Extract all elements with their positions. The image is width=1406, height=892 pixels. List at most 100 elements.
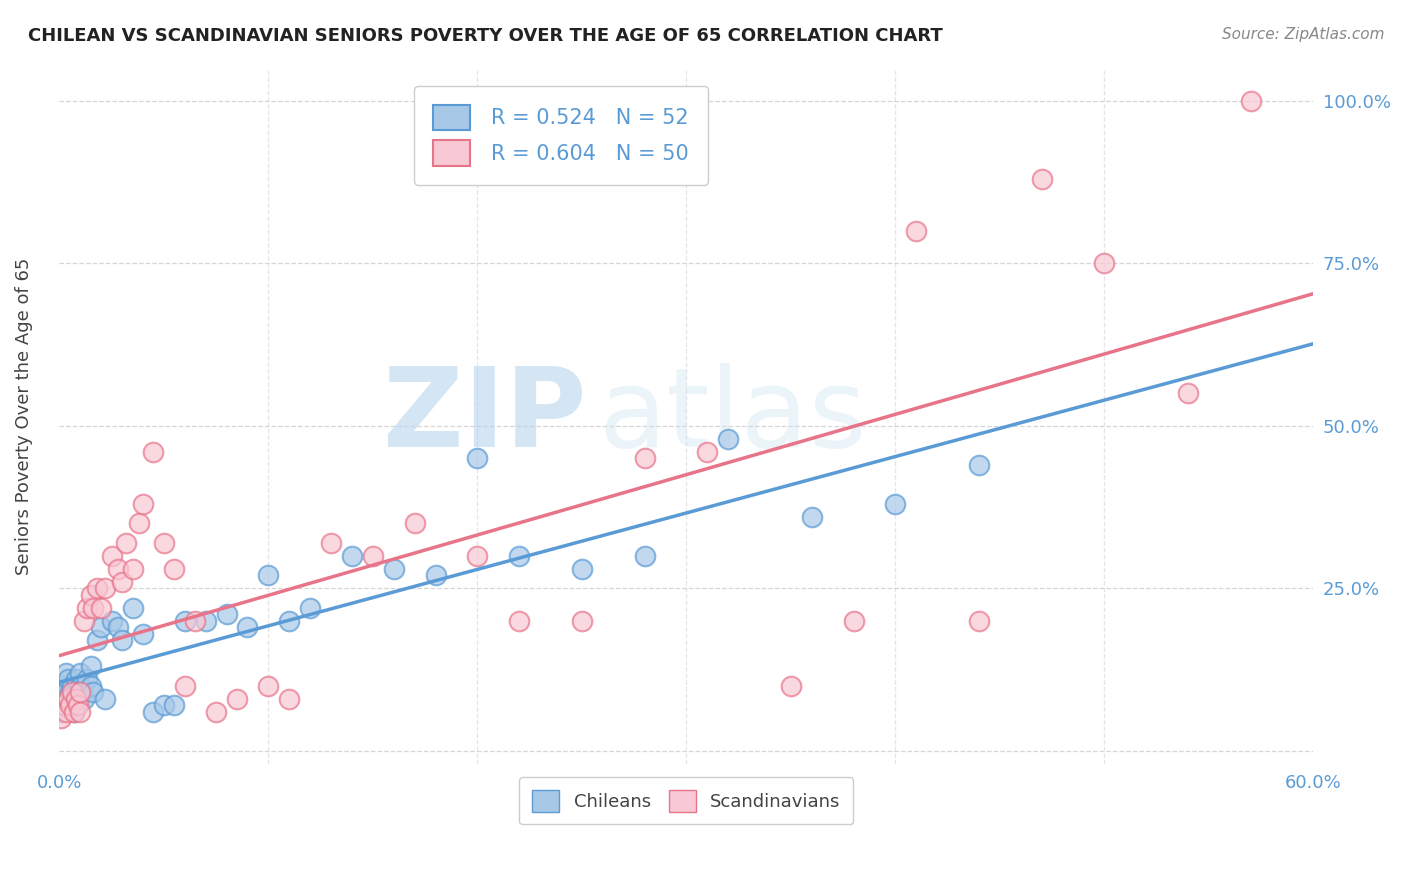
Point [1031,172,1053,186]
Point [1239,94,1261,108]
Point [67,698,90,713]
Point [63,705,86,719]
Point [153,698,176,713]
Point [163,698,186,713]
Point [69,679,91,693]
Point [67,691,90,706]
Point [56,673,79,687]
Point [257,679,280,693]
Point [111,633,134,648]
Point [184,614,207,628]
Point [94,691,117,706]
Point [65,685,87,699]
Point [86,633,108,648]
Point [319,536,342,550]
Point [121,600,143,615]
Point [56,691,79,706]
Point [467,549,489,563]
Point [111,574,134,589]
Point [571,614,593,628]
Point [132,627,155,641]
Point [73,614,96,628]
Point [508,614,530,628]
Point [278,691,301,706]
Point [90,620,112,634]
Point [361,549,384,563]
Point [56,691,79,706]
Legend: Chileans, Scandinavians: Chileans, Scandinavians [519,777,853,824]
Point [90,600,112,615]
Point [94,582,117,596]
Point [717,432,740,446]
Point [73,691,96,706]
Point [52,679,75,693]
Point [59,698,82,713]
Point [226,691,249,706]
Point [142,445,165,459]
Point [60,691,83,706]
Point [173,614,195,628]
Point [571,562,593,576]
Point [100,549,122,563]
Point [1092,256,1115,270]
Point [508,549,530,563]
Text: ZIP: ZIP [382,363,586,470]
Point [132,497,155,511]
Point [107,620,129,634]
Point [69,705,91,719]
Point [382,562,405,576]
Point [425,568,447,582]
Point [173,679,195,693]
Point [60,679,83,693]
Point [153,536,176,550]
Point [467,451,489,466]
Point [121,562,143,576]
Point [72,685,94,699]
Point [299,600,322,615]
Point [905,224,928,238]
Point [142,705,165,719]
Point [82,685,104,699]
Point [76,600,98,615]
Point [51,711,73,725]
Text: Source: ZipAtlas.com: Source: ZipAtlas.com [1222,27,1385,42]
Point [65,691,87,706]
Point [65,673,87,687]
Point [55,705,77,719]
Point [55,685,77,699]
Point [404,516,426,531]
Point [340,549,363,563]
Y-axis label: Seniors Poverty Over the Age of 65: Seniors Poverty Over the Age of 65 [15,258,32,574]
Point [59,698,82,713]
Point [967,458,990,472]
Point [69,665,91,680]
Point [100,614,122,628]
Point [633,451,655,466]
Point [779,679,801,693]
Point [60,685,83,699]
Point [107,562,129,576]
Point [59,685,82,699]
Point [52,698,75,713]
Point [236,620,259,634]
Point [800,509,823,524]
Point [278,614,301,628]
Point [842,614,865,628]
Point [80,659,103,673]
Point [63,705,86,719]
Text: CHILEAN VS SCANDINAVIAN SENIORS POVERTY OVER THE AGE OF 65 CORRELATION CHART: CHILEAN VS SCANDINAVIAN SENIORS POVERTY … [28,27,943,45]
Point [696,445,718,459]
Point [633,549,655,563]
Point [115,536,138,550]
Point [52,691,75,706]
Point [194,614,217,628]
Point [76,673,98,687]
Point [128,516,150,531]
Point [1177,386,1199,401]
Point [80,588,103,602]
Point [257,568,280,582]
Point [163,562,186,576]
Point [82,600,104,615]
Point [55,665,77,680]
Point [69,685,91,699]
